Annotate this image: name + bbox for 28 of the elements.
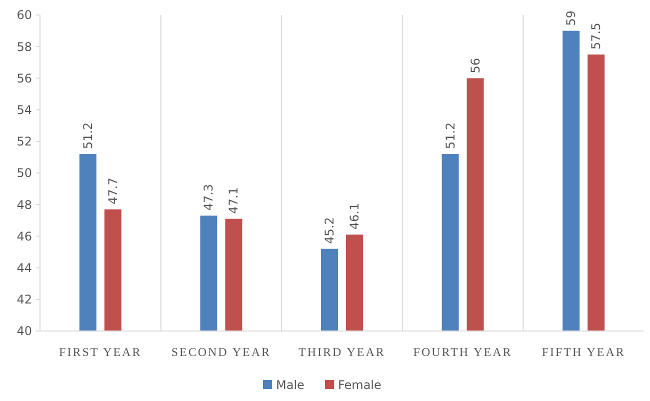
x-tick-label: FIRST YEAR [59,345,142,359]
data-label: 51.2 [80,122,95,150]
data-label: 56 [468,58,482,74]
x-tick-label: SECOND YEAR [171,345,272,359]
y-tick-label: 60 [16,8,32,22]
x-tick-label: FIFTH YEAR [542,345,626,359]
y-tick-label: 48 [16,198,32,212]
data-label: 47.7 [106,178,120,204]
y-tick-label: 50 [16,166,32,180]
y-tick-label: 44 [16,261,32,275]
y-tick-label: 52 [16,134,32,149]
y-tick-label: 42 [16,292,32,307]
x-tick-label: THIRD YEAR [298,345,386,359]
y-tick-label: 56 [16,71,32,86]
y-tick-label: 46 [16,229,32,244]
y-tick-label: 40 [16,324,32,338]
y-tick-label: 54 [16,103,32,117]
y-tick-label: 58 [16,40,32,54]
data-label: 51.2 [443,122,458,150]
data-label: 47.1 [226,187,241,214]
data-label: 46.1 [348,202,362,230]
data-label: 59 [564,10,578,26]
x-tick-label: FOURTH YEAR [413,345,512,359]
data-label: 47.3 [202,184,216,211]
legend-label: Female [338,378,382,392]
data-label: 45.2 [322,217,336,244]
legend-label: Male [276,378,304,392]
data-label: 57.5 [589,22,604,50]
